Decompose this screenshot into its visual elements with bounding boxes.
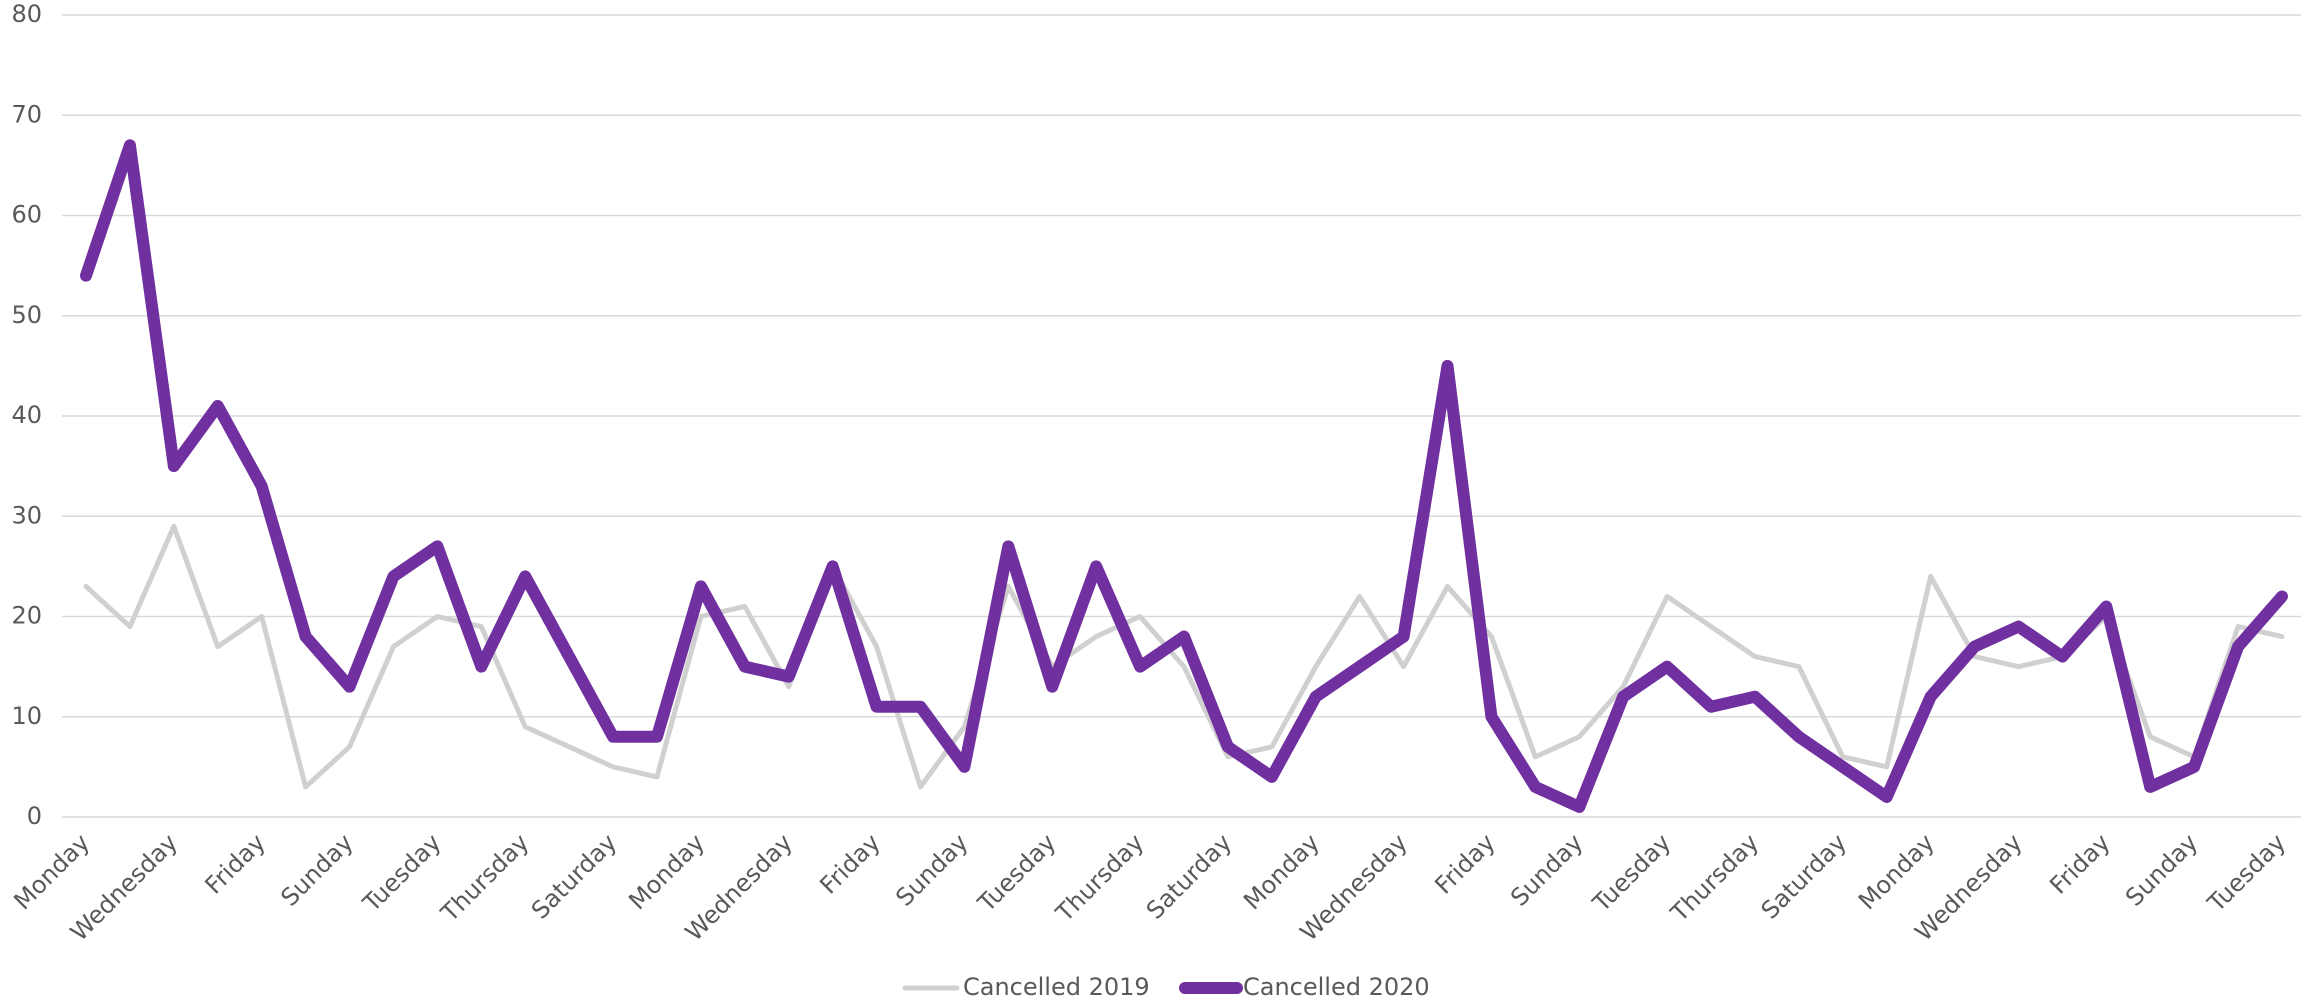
series-line	[83, 523, 2285, 790]
x-tick-label: Sunday	[2120, 828, 2203, 911]
x-tick-label: Tuesday	[357, 828, 447, 918]
x-tick-label: Monday	[1853, 828, 1940, 915]
x-tick-label: Thursday	[1050, 828, 1149, 927]
x-tick-label: Saturday	[526, 828, 622, 924]
y-tick-label: 0	[27, 802, 42, 830]
y-tick-label: 70	[11, 100, 42, 128]
x-tick-label: Sunday	[1505, 828, 1588, 911]
x-tick-label: Monday	[623, 828, 710, 915]
x-tick-label: Tuesday	[972, 828, 1062, 918]
x-tick-label: Sunday	[275, 828, 358, 911]
y-tick-label: 10	[11, 702, 42, 730]
y-tick-label: 60	[11, 201, 42, 229]
legend-label: Cancelled 2019	[963, 973, 1150, 1001]
x-tick-label: Sunday	[890, 828, 973, 911]
y-tick-label: 50	[11, 301, 42, 329]
x-tick-label: Friday	[200, 828, 271, 899]
x-tick-label: Saturday	[1756, 828, 1852, 924]
x-tick-label: Monday	[8, 828, 95, 915]
y-tick-label: 40	[11, 401, 42, 429]
x-tick-label: Thursday	[435, 828, 534, 927]
x-tick-label: Friday	[2044, 828, 2115, 899]
x-tick-label: Saturday	[1141, 828, 1237, 924]
x-tick-label: Tuesday	[1587, 828, 1677, 918]
y-tick-label: 20	[11, 602, 42, 630]
x-tick-label: Monday	[1238, 828, 1325, 915]
y-tick-label: 80	[11, 0, 42, 28]
x-tick-label: Friday	[815, 828, 886, 899]
x-tick-label: Friday	[1429, 828, 1500, 899]
series-line	[80, 139, 2288, 813]
x-tick-label: Thursday	[1665, 828, 1764, 927]
legend-label: Cancelled 2020	[1243, 973, 1430, 1001]
y-tick-label: 30	[11, 501, 42, 529]
x-tick-label: Tuesday	[2202, 828, 2292, 918]
